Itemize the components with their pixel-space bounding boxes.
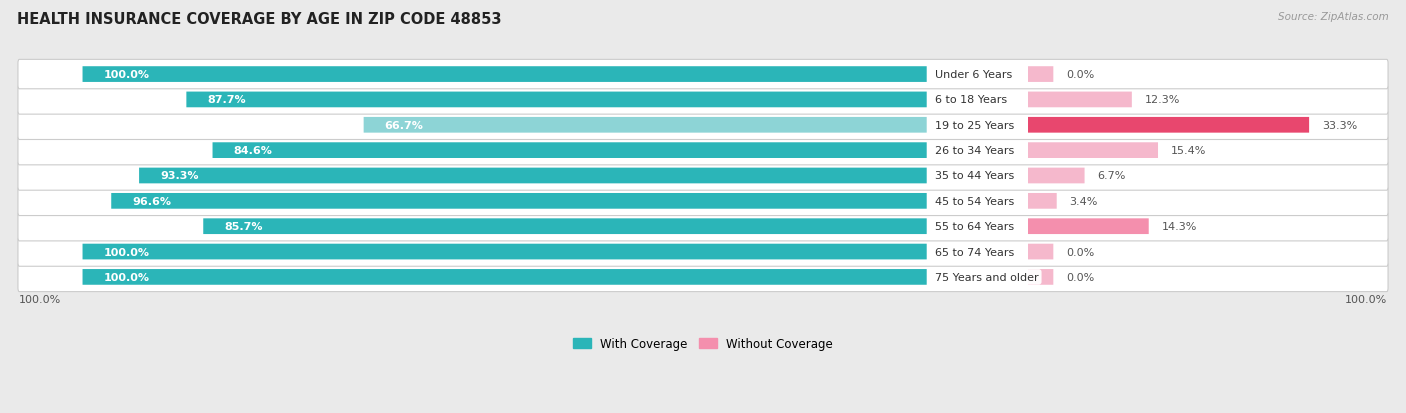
FancyBboxPatch shape <box>1028 93 1132 108</box>
FancyBboxPatch shape <box>212 143 927 159</box>
Text: 6 to 18 Years: 6 to 18 Years <box>935 95 1007 105</box>
Text: 19 to 25 Years: 19 to 25 Years <box>935 121 1014 131</box>
FancyBboxPatch shape <box>139 168 927 184</box>
Text: 14.3%: 14.3% <box>1161 222 1197 232</box>
Text: 93.3%: 93.3% <box>160 171 198 181</box>
FancyBboxPatch shape <box>1028 118 1309 133</box>
Text: 45 to 54 Years: 45 to 54 Years <box>935 196 1014 206</box>
Text: 35 to 44 Years: 35 to 44 Years <box>935 171 1014 181</box>
Text: 15.4%: 15.4% <box>1171 146 1206 156</box>
Text: 84.6%: 84.6% <box>233 146 273 156</box>
FancyBboxPatch shape <box>83 269 927 285</box>
Text: 75 Years and older: 75 Years and older <box>935 272 1039 282</box>
Text: 100.0%: 100.0% <box>104 247 149 257</box>
Text: 55 to 64 Years: 55 to 64 Years <box>935 222 1014 232</box>
Text: 100.0%: 100.0% <box>104 272 149 282</box>
FancyBboxPatch shape <box>18 263 1388 292</box>
FancyBboxPatch shape <box>204 219 927 235</box>
Text: 85.7%: 85.7% <box>225 222 263 232</box>
Text: 3.4%: 3.4% <box>1070 196 1098 206</box>
FancyBboxPatch shape <box>18 85 1388 115</box>
FancyBboxPatch shape <box>1028 194 1057 209</box>
FancyBboxPatch shape <box>1028 67 1053 83</box>
Text: 100.0%: 100.0% <box>104 70 149 80</box>
Text: 0.0%: 0.0% <box>1066 272 1094 282</box>
Text: HEALTH INSURANCE COVERAGE BY AGE IN ZIP CODE 48853: HEALTH INSURANCE COVERAGE BY AGE IN ZIP … <box>17 12 502 27</box>
FancyBboxPatch shape <box>83 67 927 83</box>
Text: 33.3%: 33.3% <box>1322 121 1357 131</box>
Text: 0.0%: 0.0% <box>1066 247 1094 257</box>
Text: 65 to 74 Years: 65 to 74 Years <box>935 247 1014 257</box>
Text: 6.7%: 6.7% <box>1097 171 1126 181</box>
FancyBboxPatch shape <box>18 60 1388 90</box>
Text: 100.0%: 100.0% <box>20 294 62 304</box>
FancyBboxPatch shape <box>1028 168 1084 184</box>
Text: Under 6 Years: Under 6 Years <box>935 70 1012 80</box>
FancyBboxPatch shape <box>83 244 927 260</box>
Legend: With Coverage, Without Coverage: With Coverage, Without Coverage <box>568 332 838 355</box>
FancyBboxPatch shape <box>364 118 927 133</box>
Text: 87.7%: 87.7% <box>208 95 246 105</box>
Text: 0.0%: 0.0% <box>1066 70 1094 80</box>
Text: 66.7%: 66.7% <box>385 121 423 131</box>
FancyBboxPatch shape <box>18 237 1388 267</box>
FancyBboxPatch shape <box>18 161 1388 191</box>
FancyBboxPatch shape <box>1028 143 1159 159</box>
FancyBboxPatch shape <box>18 111 1388 140</box>
FancyBboxPatch shape <box>18 187 1388 216</box>
Text: 12.3%: 12.3% <box>1144 95 1180 105</box>
FancyBboxPatch shape <box>1028 219 1149 235</box>
FancyBboxPatch shape <box>111 194 927 209</box>
Text: Source: ZipAtlas.com: Source: ZipAtlas.com <box>1278 12 1389 22</box>
FancyBboxPatch shape <box>187 93 927 108</box>
Text: 96.6%: 96.6% <box>132 196 172 206</box>
FancyBboxPatch shape <box>18 136 1388 166</box>
FancyBboxPatch shape <box>1028 269 1053 285</box>
Text: 26 to 34 Years: 26 to 34 Years <box>935 146 1014 156</box>
FancyBboxPatch shape <box>18 212 1388 241</box>
FancyBboxPatch shape <box>1028 244 1053 260</box>
Text: 100.0%: 100.0% <box>1344 294 1386 304</box>
